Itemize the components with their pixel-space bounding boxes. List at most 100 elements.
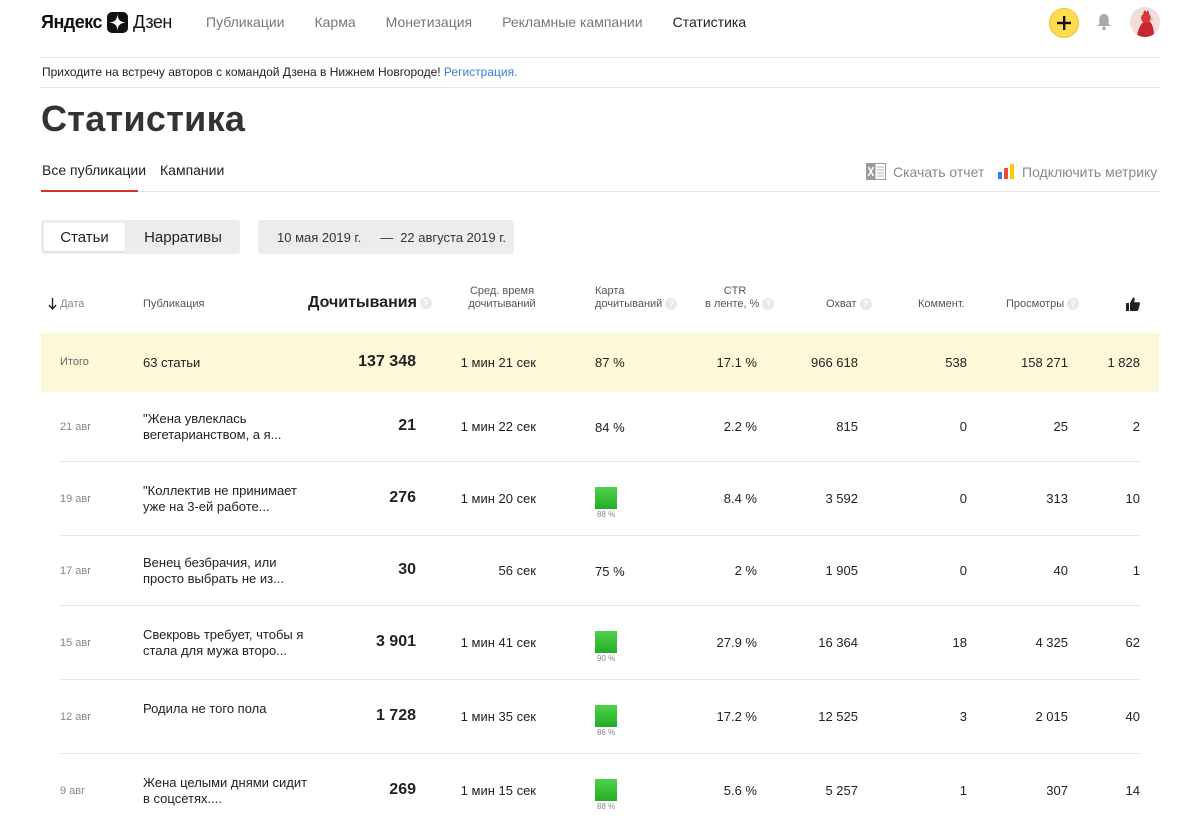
total-map: 87 % — [595, 355, 625, 370]
cell-reads: 21 — [398, 417, 416, 434]
date-separator: — — [380, 229, 394, 245]
cell-views: 307 — [1046, 783, 1068, 798]
cell-title[interactable]: Свекровь требует, чтобы я стала для мужа… — [143, 627, 304, 658]
cell-comments: 18 — [952, 635, 967, 650]
nav-karma[interactable]: Карма — [314, 14, 356, 30]
cell-ctr: 5.6 % — [723, 783, 757, 798]
col-avg-time-header[interactable]: Сред. время дочитываний — [466, 285, 538, 311]
read-map-bar[interactable] — [595, 487, 617, 509]
help-icon[interactable]: ? — [762, 298, 775, 311]
read-map-bar[interactable] — [595, 631, 617, 653]
col-views-header[interactable]: Просмотры? — [1006, 298, 1080, 311]
tab-campaigns[interactable]: Кампании — [160, 162, 225, 178]
date-range-picker[interactable]: 10 мая 2019 г. — 22 августа 2019 г. — [258, 220, 514, 254]
read-map-bar[interactable] — [595, 779, 617, 801]
total-label: Итого — [60, 356, 89, 368]
cell-views: 313 — [1046, 491, 1068, 506]
cell-comments: 3 — [959, 709, 967, 724]
read-map-caption: 86 % — [597, 728, 616, 737]
cell-date: 15 авг — [60, 637, 92, 649]
cell-reach: 5 257 — [825, 783, 858, 798]
tab-all-publications[interactable]: Все публикации — [42, 162, 147, 178]
cell-likes: 2 — [1132, 419, 1140, 434]
col-date-header[interactable]: Дата — [48, 298, 84, 311]
total-title: 63 статьи — [143, 355, 201, 370]
tabs-divider — [41, 191, 1159, 192]
col-reach-header[interactable]: Охват? — [826, 298, 872, 311]
cell-ctr: 2 % — [734, 563, 757, 578]
create-button[interactable] — [1049, 8, 1079, 38]
cell-date: 9 авг — [60, 785, 86, 797]
help-icon[interactable]: ? — [859, 298, 872, 311]
col-map-header[interactable]: Карта дочитываний? — [595, 285, 678, 311]
cell-views: 40 — [1053, 563, 1068, 578]
registration-link[interactable]: Регистрация. — [443, 65, 518, 79]
download-report-button[interactable]: Скачать отчет — [866, 163, 984, 180]
download-report-label: Скачать отчет — [893, 163, 985, 180]
main-nav: Публикации Карма Монетизация Рекламные к… — [206, 14, 776, 30]
cell-title[interactable]: "Жена увлеклась вегетарианством, а я... — [143, 411, 282, 442]
cell-date: 19 авг — [60, 493, 92, 505]
col-publication-header: Публикация — [143, 298, 205, 310]
read-map-caption: 88 % — [597, 510, 616, 519]
cell-comments: 0 — [959, 491, 967, 506]
help-icon[interactable]: ? — [419, 296, 432, 309]
top-bar: Яндекс Дзен Публикации Карма Монетизация… — [0, 0, 1200, 46]
nav-monetization[interactable]: Монетизация — [385, 14, 473, 30]
cell-likes: 1 — [1132, 563, 1140, 578]
total-ctr: 17.1 % — [716, 355, 757, 370]
row-divider — [60, 535, 1140, 536]
narratives-toggle[interactable]: Нарративы — [144, 228, 222, 246]
connect-metrika-button[interactable]: Подключить метрику — [997, 163, 1157, 180]
col-ctr-header[interactable]: CTR в ленте, %? — [705, 285, 775, 311]
cell-reach: 16 364 — [818, 635, 858, 650]
help-icon[interactable]: ? — [665, 298, 678, 311]
metrika-icon — [998, 164, 1014, 179]
cell-likes: 10 — [1125, 491, 1140, 506]
cell-ctr: 27.9 % — [716, 635, 757, 650]
articles-toggle[interactable]: Статьи — [44, 223, 125, 251]
cell-comments: 0 — [959, 419, 967, 434]
logo-text-zen: Дзен — [133, 11, 172, 32]
date-from: 10 мая 2019 г. — [277, 229, 362, 245]
cell-avg-time: 1 мин 22 сек — [460, 419, 536, 434]
thumbs-up-icon[interactable] — [1126, 297, 1140, 311]
logo[interactable]: Яндекс Дзен — [41, 10, 172, 34]
cell-date: 17 авг — [60, 565, 92, 577]
announcement-divider — [41, 87, 1159, 88]
read-map-caption: 88 % — [597, 802, 616, 811]
col-map-label-2: дочитываний — [595, 298, 663, 310]
cell-avg-time: 1 мин 15 сек — [460, 783, 536, 798]
cell-views: 4 325 — [1035, 635, 1068, 650]
total-row — [41, 333, 1159, 392]
active-tab-indicator — [41, 190, 138, 192]
cell-date: 21 авг — [60, 421, 92, 433]
help-icon[interactable]: ? — [1067, 298, 1080, 311]
nav-publications[interactable]: Публикации — [206, 14, 285, 30]
nav-statistics[interactable]: Статистика — [672, 14, 747, 30]
cell-title[interactable]: Родила не того пола — [143, 701, 267, 716]
row-divider — [60, 679, 1140, 680]
sort-arrow-down-icon — [48, 298, 57, 311]
cell-title[interactable]: "Коллектив не принимает уже на 3-ей рабо… — [143, 483, 298, 514]
announcement-bar: Приходите на встречу авторов с командой … — [42, 65, 517, 79]
cell-reach: 815 — [836, 419, 858, 434]
col-views-label: Просмотры — [1006, 298, 1065, 310]
read-map-bar[interactable] — [595, 705, 617, 727]
row-divider — [60, 753, 1140, 754]
connect-metrika-label: Подключить метрику — [1022, 163, 1158, 180]
bell-icon[interactable] — [1096, 13, 1112, 31]
cell-comments: 1 — [959, 783, 967, 798]
cell-reads: 30 — [398, 561, 416, 578]
col-comments-header[interactable]: Коммент. — [918, 298, 965, 310]
cell-views: 2 015 — [1035, 709, 1068, 724]
nav-ad-campaigns[interactable]: Рекламные кампании — [502, 14, 643, 30]
cell-reach: 12 525 — [818, 709, 858, 724]
cell-map: 84 % — [595, 420, 625, 435]
col-reads-header[interactable]: Дочитывания? — [308, 295, 432, 311]
cell-reads: 269 — [389, 781, 416, 798]
col-avg-time-label-2: дочитываний — [468, 298, 536, 310]
cell-title[interactable]: Венец безбрачия, или просто выбрать не и… — [143, 555, 284, 586]
user-avatar[interactable] — [1130, 7, 1160, 37]
cell-title[interactable]: Жена целыми днями сидит в соцсетях.... — [143, 775, 308, 806]
